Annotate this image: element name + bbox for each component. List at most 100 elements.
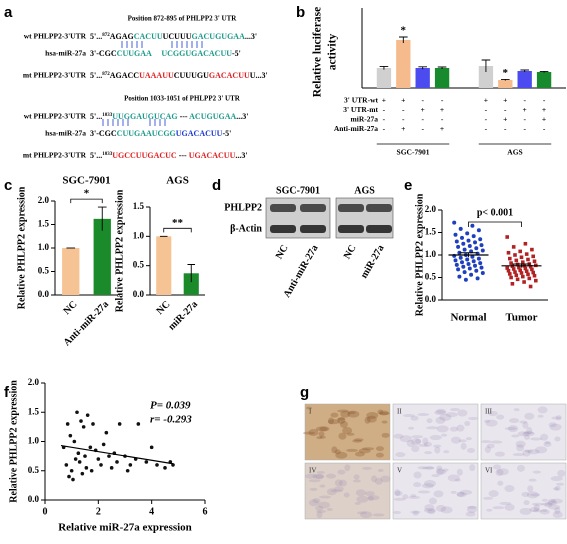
condition-cell: - bbox=[485, 105, 488, 114]
point bbox=[466, 238, 471, 243]
condition-cell: - bbox=[421, 115, 424, 124]
ihc-texture bbox=[330, 412, 339, 418]
ihc-texture bbox=[433, 444, 442, 448]
point bbox=[68, 433, 73, 438]
ihc-texture bbox=[554, 507, 561, 515]
ihc-texture bbox=[343, 492, 350, 498]
error-bar bbox=[97, 206, 107, 231]
point bbox=[144, 460, 149, 464]
point bbox=[508, 256, 512, 261]
ihc-texture bbox=[353, 474, 360, 480]
ihc-texture bbox=[492, 464, 501, 470]
condition-cell: + bbox=[440, 105, 444, 114]
point bbox=[479, 243, 484, 248]
sequence-segment: 5'... bbox=[90, 112, 102, 121]
condition-cell: - bbox=[402, 115, 405, 124]
ihc-texture bbox=[486, 443, 495, 449]
ihc-texture bbox=[308, 428, 319, 436]
ihc-texture bbox=[516, 464, 525, 472]
x-tick-label: Normal bbox=[450, 312, 486, 324]
point bbox=[524, 269, 529, 273]
ihc-texture bbox=[346, 432, 355, 436]
ihc-texture bbox=[377, 468, 384, 472]
y-tick-label: 0.5 bbox=[425, 272, 437, 282]
ihc-texture bbox=[408, 495, 421, 499]
ihc-texture bbox=[484, 419, 491, 423]
ihc-texture bbox=[554, 436, 561, 442]
ihc-label: VI bbox=[485, 467, 493, 475]
ihc-texture bbox=[460, 489, 473, 495]
point bbox=[109, 466, 114, 470]
ihc-texture bbox=[424, 451, 433, 455]
ihc-texture bbox=[411, 435, 424, 439]
y-tick-label: 0.5 bbox=[28, 465, 40, 475]
ihc-texture bbox=[449, 426, 458, 432]
ihc-texture bbox=[334, 449, 341, 455]
ihc-texture bbox=[354, 501, 361, 505]
sequence-segment: UGACACUU bbox=[189, 151, 236, 160]
point bbox=[75, 410, 79, 415]
ihc-texture bbox=[433, 490, 444, 498]
sequence-label: wt PHLPP2-3'UTR bbox=[24, 112, 87, 121]
fit-line bbox=[60, 445, 174, 465]
point bbox=[461, 264, 466, 269]
point bbox=[513, 270, 517, 274]
ihc-texture bbox=[434, 446, 441, 454]
point bbox=[518, 249, 522, 254]
blot-band bbox=[300, 204, 326, 212]
ihc-texture bbox=[426, 426, 439, 430]
sequence-segment: -5' bbox=[232, 49, 241, 58]
sequence-segment: UGACACUU bbox=[176, 129, 223, 138]
significance-bracket bbox=[70, 198, 103, 204]
error-bar bbox=[187, 264, 196, 283]
y-tick-label: 0.5 bbox=[38, 266, 50, 276]
ihc-texture bbox=[466, 506, 477, 514]
condition-cell: - bbox=[441, 96, 444, 105]
significance: * bbox=[503, 67, 509, 79]
ihc-texture bbox=[417, 466, 428, 470]
point bbox=[454, 262, 459, 267]
annotation: p< 0.001 bbox=[477, 207, 513, 218]
blot-group: AGS bbox=[354, 185, 375, 196]
ihc-texture bbox=[487, 410, 498, 416]
ihc-texture bbox=[366, 415, 377, 423]
sequence-label: hsa-miR-27a bbox=[45, 49, 86, 58]
ihc-label: V bbox=[397, 467, 402, 475]
sequence-segment: --- bbox=[178, 112, 190, 121]
panel-letter: a bbox=[4, 4, 13, 21]
ihc-texture bbox=[539, 509, 550, 515]
point bbox=[125, 468, 130, 473]
point bbox=[518, 268, 522, 273]
sequence-segment: CUUGAA bbox=[117, 49, 152, 58]
ihc-texture bbox=[531, 502, 544, 506]
ihc-texture bbox=[347, 410, 360, 418]
y-tick-label: 1.5 bbox=[38, 219, 50, 229]
ihc-texture bbox=[440, 506, 453, 514]
ihc-texture bbox=[371, 475, 378, 483]
error-bar bbox=[481, 59, 491, 72]
ihc-texture bbox=[449, 408, 460, 412]
bar bbox=[536, 72, 552, 88]
point bbox=[510, 282, 515, 286]
ihc-image bbox=[304, 462, 391, 520]
condition-cell: - bbox=[543, 124, 546, 133]
sequence-segment: U...3' bbox=[250, 71, 268, 80]
y-tick-label: 1.0 bbox=[133, 230, 145, 240]
ihc-texture bbox=[327, 419, 340, 425]
point bbox=[480, 248, 485, 253]
ihc-texture bbox=[431, 474, 440, 478]
ihc-image bbox=[392, 462, 479, 520]
ihc-texture bbox=[523, 431, 534, 435]
ihc-texture bbox=[485, 419, 498, 427]
blot-band bbox=[270, 204, 296, 212]
point bbox=[478, 261, 483, 266]
ihc-texture bbox=[410, 415, 419, 421]
condition-cell: - bbox=[383, 115, 386, 124]
ihc-texture bbox=[526, 491, 539, 499]
blot-band bbox=[366, 225, 392, 233]
ihc-texture bbox=[330, 489, 343, 493]
ihc-texture bbox=[540, 433, 549, 441]
ihc-texture bbox=[548, 498, 557, 504]
condition-cell: + bbox=[401, 124, 405, 133]
ihc-texture bbox=[488, 490, 499, 498]
